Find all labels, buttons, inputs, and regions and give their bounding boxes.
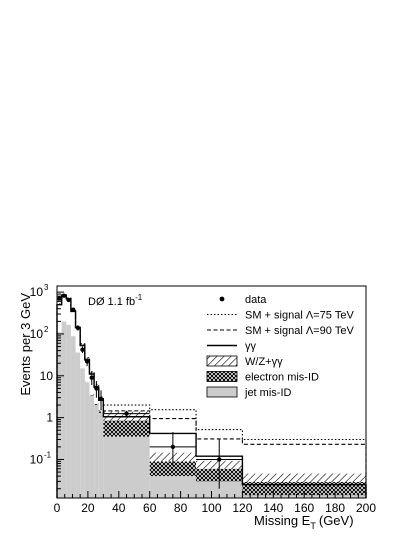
jet-misid-bar-6: [84, 382, 90, 498]
x-tick-label-0: 0: [54, 501, 61, 515]
legend-point-label: data: [245, 294, 267, 306]
electron-misid-bar-9: [98, 411, 104, 413]
legend-point-marker: [219, 296, 225, 302]
legend-filled-gray-marker: [206, 386, 238, 398]
data-point-1: [61, 293, 67, 298]
data-point-8: [94, 386, 99, 391]
legend-crosshatched-label: electron mis-ID: [245, 372, 319, 384]
x-tick-label-1: 20: [81, 501, 95, 515]
x-axis-label-unit: (GeV): [319, 513, 354, 528]
legend-filled-gray-label: jet mis-ID: [244, 387, 292, 399]
data-point-5: [80, 347, 85, 352]
jet-misid-bar-8: [94, 405, 99, 498]
x-tick-label-7: 140: [263, 501, 283, 515]
jet-misid-bar-7: [89, 395, 95, 498]
data-point-6: [84, 359, 90, 364]
data-point-12: [217, 457, 222, 462]
y-tick-label-4: 10: [30, 285, 44, 299]
annotation-text: DØ 1.1 fb: [88, 296, 135, 308]
luminosity-annotation: DØ 1.1 fb-1: [88, 293, 143, 308]
jet-misid-bar-3: [70, 336, 76, 498]
y-tick-label-1: 1: [46, 411, 53, 425]
y-tick-exp-0: -1: [44, 450, 52, 459]
data-point-7: [89, 375, 94, 380]
x-tick-label-5: 100: [201, 501, 221, 515]
x-tick-label-10: 200: [356, 501, 376, 515]
x-axis-label-sub: T: [310, 521, 316, 531]
jet-misid-bar-11: [149, 476, 197, 498]
x-tick-label-3: 60: [143, 501, 157, 515]
x-axis-label: Missing ET (GeV): [254, 513, 354, 531]
data-point-9: [98, 396, 104, 402]
y-tick-label-3: 10: [30, 327, 44, 341]
legend-hatched-label: W/Z+γγ: [245, 356, 283, 368]
legend-solid-label: γγ: [245, 341, 257, 353]
series-line-solid: [56, 294, 367, 498]
jet-misid-bar-12: [196, 481, 243, 498]
electron-misid-bar-7: [89, 394, 95, 396]
jet-misid-bar-9: [98, 412, 104, 498]
y-tick-label-2: 10: [40, 369, 54, 383]
x-axis-label-main: Missing E: [254, 513, 311, 528]
jet-misid-bar-1: [61, 321, 67, 498]
y-axis-label: Events per 3 GeV: [18, 293, 33, 396]
x-tick-label-9: 180: [325, 501, 345, 515]
legend-dashed-label: SM + signal Λ=90 TeV: [245, 325, 355, 337]
y-tick-label-0: 10: [30, 452, 44, 466]
wz-gg-bar-13: [242, 473, 366, 482]
data-point-10: [124, 411, 129, 416]
wz-gg-bar-8: [94, 403, 99, 405]
jet-misid-bar-2: [66, 324, 71, 498]
legend-hatched-marker: [206, 355, 238, 367]
data-point-3: [71, 307, 76, 312]
annotation-sup: -1: [135, 293, 143, 302]
legend-dotted-label: SM + signal Λ=75 TeV: [245, 310, 355, 322]
x-tick-label-6: 120: [232, 501, 252, 515]
data-point-2: [66, 297, 71, 303]
y-tick-exp-4: 3: [44, 283, 49, 292]
jet-misid-bar-10: [103, 436, 150, 498]
electron-misid-bar-11: [149, 461, 197, 477]
wz-gg-bar-9: [98, 409, 104, 412]
jet-misid-bar-4: [75, 352, 81, 498]
wz-gg-bar-7: [89, 394, 95, 395]
data-point-11: [170, 444, 176, 450]
electron-misid-bar-10: [103, 420, 150, 437]
y-tick-exp-3: 2: [44, 325, 49, 334]
legend-crosshatched-marker: [206, 371, 238, 382]
legend: data SM + signal Λ=75 TeV SM + signal Λ=90…: [206, 294, 355, 399]
x-tick-label-8: 160: [294, 501, 314, 515]
x-tick-label-2: 40: [112, 501, 126, 515]
electron-misid-bar-8: [94, 404, 99, 406]
x-tick-label-4: 80: [174, 501, 188, 515]
data-point-4: [75, 325, 81, 331]
jet-misid-bar-0: [57, 332, 62, 498]
prediction-lines-layer: [56, 293, 367, 498]
jet-misid-bar-5: [80, 368, 85, 498]
